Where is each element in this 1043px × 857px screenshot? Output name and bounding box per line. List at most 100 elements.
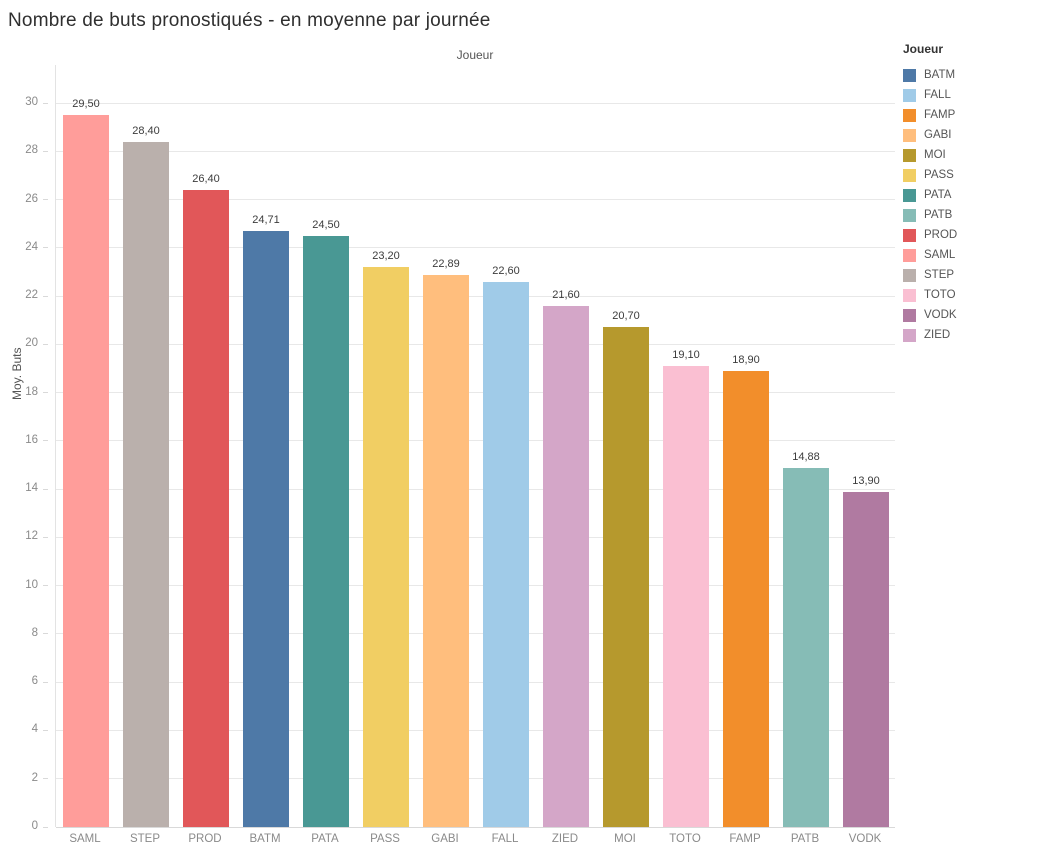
- legend-label: VODK: [924, 309, 957, 321]
- x-tick-label: PROD: [188, 833, 222, 845]
- y-tick-mark: [43, 729, 48, 731]
- legend-swatch: [903, 168, 916, 182]
- x-tick-label: BATM: [249, 833, 281, 845]
- bar-saml[interactable]: 29,50: [63, 98, 109, 827]
- y-tick-label: 28: [25, 144, 38, 157]
- y-tick-label: 2: [31, 771, 38, 784]
- y-tick-label: 26: [25, 192, 38, 205]
- legend-title: Joueur: [903, 42, 944, 56]
- y-tick-mark: [43, 440, 48, 442]
- y-tick-mark: [43, 102, 48, 104]
- bar-value-label: 14,88: [792, 450, 820, 463]
- plot-area: 29,50 28,40 26,40 24,71 24,50 23,20 22,89 22,60…: [55, 65, 895, 828]
- legend-swatch: [903, 228, 916, 242]
- gridline: [56, 826, 895, 828]
- y-tick-label: 0: [31, 820, 38, 832]
- legend-item-moi[interactable]: MOI: [903, 145, 1038, 165]
- gridline: [56, 199, 895, 201]
- x-tick-label: PASS: [370, 833, 400, 845]
- legend-item-patb[interactable]: PATB: [903, 205, 1038, 225]
- legend-items: BATM FALL FAMP GABI MOI PASS PATA PATB PROD SAML S…: [903, 65, 1038, 345]
- bar-value-label: 28,40: [132, 124, 160, 137]
- legend-item-pata[interactable]: PATA: [903, 185, 1038, 205]
- legend-label: STEP: [924, 269, 955, 281]
- x-tick-label: MOI: [614, 833, 636, 845]
- gridline: [56, 536, 895, 538]
- bar-value-label: 21,60: [552, 288, 580, 301]
- bar-pass[interactable]: 23,20: [363, 250, 409, 827]
- bar-fall[interactable]: 22,60: [483, 265, 529, 827]
- gridline: [56, 440, 895, 442]
- legend-label: PASS: [924, 169, 954, 181]
- x-tick-label: SAML: [69, 833, 101, 845]
- legend-item-famp[interactable]: FAMP: [903, 105, 1038, 125]
- x-tick-label: ZIED: [551, 833, 579, 845]
- legend-label: FALL: [924, 89, 951, 101]
- gridline: [56, 585, 895, 587]
- x-tick-label: TOTO: [669, 833, 701, 845]
- bar-zied[interactable]: 21,60: [543, 289, 589, 827]
- y-tick-label: 14: [25, 482, 38, 495]
- legend-item-saml[interactable]: SAML: [903, 245, 1038, 265]
- legend-item-prod[interactable]: PROD: [903, 225, 1038, 245]
- bar-batm[interactable]: 24,71: [243, 214, 289, 827]
- legend-item-pass[interactable]: PASS: [903, 165, 1038, 185]
- y-tick-label: 8: [31, 626, 38, 639]
- x-tick-label: VODK: [848, 833, 882, 845]
- bar-value-label: 13,90: [852, 474, 880, 487]
- legend-swatch: [903, 88, 916, 102]
- legend-item-fall[interactable]: FALL: [903, 85, 1038, 105]
- gridline: [56, 729, 895, 731]
- x-axis-title: Joueur: [456, 48, 494, 62]
- legend-item-vodk[interactable]: VODK: [903, 305, 1038, 325]
- bar-value-label: 20,70: [612, 310, 640, 323]
- legend-item-batm[interactable]: BATM: [903, 65, 1038, 85]
- legend-swatch: [903, 208, 916, 222]
- bar-value-label: 24,71: [252, 213, 280, 226]
- bar-moi[interactable]: 20,70: [603, 310, 649, 827]
- legend-item-step[interactable]: STEP: [903, 265, 1038, 285]
- x-axis-labels: SAML STEP PROD BATM PATA PASS GABI FALL ZIED MOI T…: [55, 833, 895, 851]
- y-tick-mark: [43, 150, 48, 152]
- bar-prod[interactable]: 26,40: [183, 173, 229, 827]
- legend-label: ZIED: [924, 329, 951, 341]
- gridline: [56, 150, 895, 152]
- bar-gabi[interactable]: 22,89: [423, 258, 469, 827]
- y-tick-label: 10: [25, 578, 38, 591]
- bar-step[interactable]: 28,40: [123, 125, 169, 827]
- bar-toto[interactable]: 19,10: [663, 349, 709, 827]
- gridline: [56, 778, 895, 780]
- legend-label: MOI: [924, 149, 946, 161]
- legend-item-toto[interactable]: TOTO: [903, 285, 1038, 305]
- gridline: [56, 247, 895, 249]
- y-tick-mark: [43, 778, 48, 780]
- legend-item-gabi[interactable]: GABI: [903, 125, 1038, 145]
- legend-swatch: [903, 108, 916, 122]
- bar-value-label: 22,60: [492, 264, 520, 277]
- bar-patb[interactable]: 14,88: [783, 451, 829, 827]
- y-tick-mark: [43, 199, 48, 201]
- bar-value-label: 24,50: [312, 218, 340, 231]
- x-tick-label: FAMP: [729, 833, 761, 845]
- legend-label: BATM: [924, 69, 956, 81]
- bar-pata[interactable]: 24,50: [303, 219, 349, 827]
- legend-swatch: [903, 188, 916, 202]
- legend-swatch: [903, 328, 916, 342]
- legend-swatch: [903, 148, 916, 162]
- y-tick-label: 24: [25, 240, 38, 253]
- y-tick-mark: [43, 295, 48, 297]
- y-tick-label: 18: [25, 385, 38, 398]
- y-tick-mark: [43, 536, 48, 538]
- y-tick-label: 6: [31, 675, 38, 688]
- legend: Joueur BATM FALL FAMP GABI MOI PASS PATA PATB PR…: [903, 42, 1038, 345]
- y-tick-label: 16: [25, 433, 38, 446]
- bar-famp[interactable]: 18,90: [723, 354, 769, 827]
- gridline: [56, 343, 895, 345]
- bar-vodk[interactable]: 13,90: [843, 475, 889, 827]
- gridline: [56, 295, 895, 297]
- y-tick-mark: [43, 488, 48, 490]
- bar-value-label: 23,20: [372, 250, 400, 263]
- legend-item-zied[interactable]: ZIED: [903, 325, 1038, 345]
- legend-label: GABI: [924, 129, 952, 141]
- legend-label: FAMP: [924, 109, 956, 121]
